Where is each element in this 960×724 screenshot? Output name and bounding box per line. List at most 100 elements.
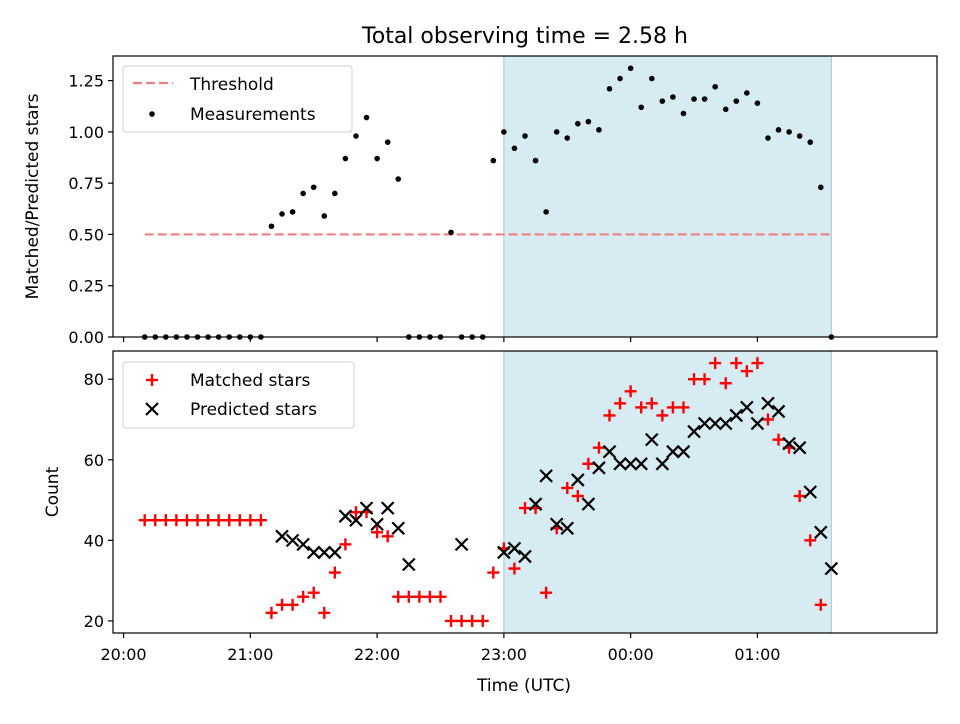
measurement-point (511, 145, 518, 152)
predicted-star-point (655, 457, 670, 471)
measurement-point (817, 184, 824, 191)
predicted-star-point (729, 408, 744, 423)
matched-star-point (688, 373, 701, 386)
x-tick-label: 22:00 (354, 645, 400, 664)
x-axis-label: Time (UTC) (476, 676, 571, 696)
matched-star-point (381, 530, 394, 543)
y-tick-label: 0.25 (68, 277, 104, 296)
predicted-star-point (306, 545, 321, 560)
predicted-star-point (676, 444, 691, 459)
predicted-star-point (644, 432, 659, 447)
measurement-point (395, 176, 402, 182)
measurement-point (501, 129, 507, 135)
predicted-star-point (824, 561, 839, 576)
matched-star-point (519, 502, 531, 515)
bottom-x-ticks: 20:00 21:00 22:00 23:00 00:00 01:00 (101, 633, 780, 664)
matched-star-point (170, 514, 183, 527)
matched-star-point (392, 590, 405, 603)
legend-measurements-label: Measurements (190, 105, 316, 125)
matched-star-point (656, 409, 669, 422)
measurement-point (701, 96, 708, 102)
predicted-star-point (571, 473, 585, 487)
predicted-star-point (391, 521, 406, 536)
predicted-star-point (687, 424, 701, 439)
top-legend-box (122, 65, 353, 133)
matched-star-point (445, 614, 458, 627)
matched-star-point (339, 538, 352, 551)
matched-star-point (793, 490, 806, 503)
matched-star-point (592, 441, 605, 454)
y-tick-label: 0.75 (68, 174, 104, 193)
y-tick-label: 80 (84, 370, 104, 389)
matched-star-point (603, 409, 616, 422)
matched-star-point (645, 397, 658, 410)
matched-star-point (814, 598, 827, 611)
matched-star-point (751, 357, 764, 370)
predicted-star-point (613, 457, 627, 471)
predicted-star-point (803, 485, 818, 499)
predicted-star-point (718, 416, 733, 431)
matched-star-point (719, 377, 732, 390)
measurement-point (670, 94, 676, 100)
legend-matched-label: Matched stars (190, 371, 310, 391)
matched-star-point (476, 614, 489, 627)
matched-star-point (434, 590, 447, 603)
predicted-star-point (771, 404, 786, 419)
matched-star-point (318, 606, 331, 619)
predicted-star-point (666, 444, 680, 459)
matched-star-point (635, 401, 648, 414)
measurement-point (289, 209, 296, 215)
matched-star-point (223, 514, 236, 527)
measurement-point (342, 155, 349, 162)
matched-star-point (666, 401, 679, 414)
matched-star-point (371, 526, 384, 539)
measurement-point (553, 129, 560, 135)
matched-star-point (180, 514, 193, 527)
predicted-star-point (528, 497, 543, 511)
measurement-point (722, 106, 729, 113)
measurement-point (374, 155, 380, 162)
matched-star-point (740, 365, 753, 378)
predicted-star-point (560, 521, 575, 536)
x-tick-label: 01:00 (734, 645, 780, 664)
x-tick-label: 00:00 (608, 645, 654, 664)
matched-star-point (276, 598, 289, 611)
measurement-point (384, 139, 391, 145)
predicted-star-point (275, 529, 289, 544)
predicted-star-point (370, 517, 384, 532)
measurement-point (659, 98, 666, 104)
legend-measurements-swatch (149, 111, 155, 117)
measurement-point (585, 118, 592, 125)
predicted-star-point (338, 509, 353, 523)
predicted-star-point (285, 533, 300, 548)
predicted-star-point (549, 517, 564, 532)
matched-star-point (540, 586, 553, 599)
legend-predicted-swatch (145, 402, 159, 416)
predicted-star-point (507, 541, 522, 556)
measurement-point (680, 110, 687, 117)
matched-star-point (508, 562, 521, 575)
legend-predicted-label: Predicted stars (190, 400, 317, 420)
matched-star-point (244, 514, 257, 527)
measurement-point (490, 157, 497, 164)
measurement-point (532, 157, 539, 164)
top-legend: Threshold Measurements (122, 65, 353, 133)
matched-star-point (191, 514, 204, 527)
top-panel-frame (112, 55, 938, 338)
matched-star-point (149, 514, 162, 527)
predicted-star-point (317, 545, 332, 560)
predicted-star-point (296, 537, 310, 552)
matched-star-point (571, 490, 584, 503)
measurement-point (638, 104, 645, 111)
measurement-point (575, 120, 581, 127)
matched-star-point (212, 514, 225, 527)
predicted-star-point (602, 444, 617, 459)
chart-title: Total observing time = 2.58 h (361, 24, 688, 49)
predicted-star-point (623, 457, 638, 471)
predicted-star-point (782, 436, 796, 451)
measurement-point (596, 127, 602, 133)
top-panel: 0.00 0.25 0.50 0.75 1.00 1.25 Matched/Predict… (23, 55, 938, 347)
matched-star-point (297, 590, 310, 603)
bottom-legend-box (122, 361, 355, 429)
matched-star-point (677, 401, 690, 414)
